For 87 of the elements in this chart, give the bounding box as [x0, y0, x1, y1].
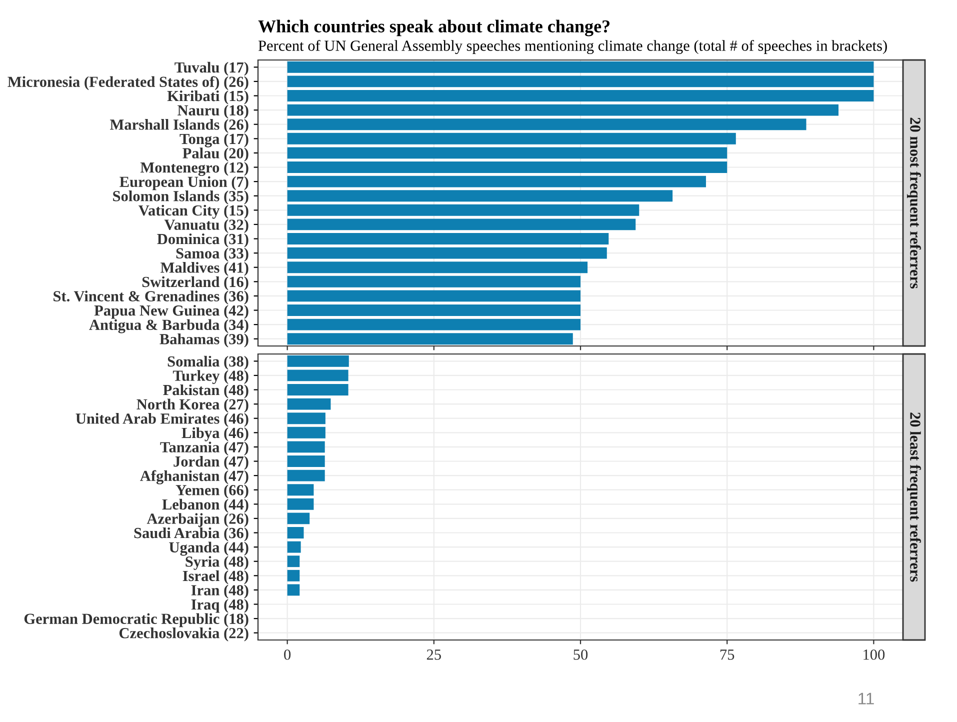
x-tick-label: 0	[284, 649, 291, 660]
y-tick-label: Papua New Guinea (42)	[94, 304, 248, 319]
bar	[287, 333, 573, 345]
y-tick-label: Somalia (38)	[168, 356, 248, 370]
bar	[287, 233, 609, 244]
y-tick-label: Switzerland (16)	[142, 276, 248, 290]
y-tick-label: Bahamas (39)	[160, 334, 248, 348]
text: 11	[858, 692, 874, 704]
y-tick-label: Pakistan (48)	[163, 384, 248, 398]
y-tick-label: Afghanistan (47)	[140, 470, 248, 484]
y-tick-label: Jordan (47)	[174, 456, 248, 470]
bar	[287, 412, 326, 424]
bar	[287, 61, 874, 73]
bar	[287, 355, 349, 367]
bar	[287, 570, 300, 582]
y-tick-label: Marshall Islands (26)	[110, 119, 248, 133]
bar	[287, 398, 331, 410]
bar	[287, 90, 874, 102]
y-tick-label: Syria (48)	[186, 556, 248, 570]
y-tick-label: Antigua & Barbuda (34)	[89, 319, 248, 334]
y-tick-label: Iran (48)	[191, 584, 248, 599]
bar	[287, 512, 310, 524]
bar	[287, 147, 728, 159]
y-tick-label: North Korea (27)	[136, 398, 248, 413]
bar	[287, 498, 314, 510]
bar	[287, 318, 580, 330]
y-tick-label: Tanzania (47)	[160, 442, 248, 456]
y-tick-label: Samoa (33)	[176, 248, 248, 262]
bar	[287, 204, 640, 216]
y-tick-label: Turkey (48)	[172, 370, 248, 384]
x-tick-label: 100	[864, 649, 885, 660]
y-tick-label: Montenegro (12)	[140, 162, 248, 176]
bar	[287, 304, 580, 316]
x-tick-label: 50	[574, 649, 588, 660]
y-tick-label: Libya (46)	[182, 427, 248, 442]
bar	[287, 384, 348, 396]
bar	[287, 162, 728, 173]
y-tick-label: Solomon Islands (35)	[113, 190, 248, 204]
y-tick-label: Dominica (31)	[157, 233, 248, 248]
y-tick-label: Uganda (44)	[169, 542, 248, 556]
bar	[287, 426, 326, 438]
y-tick-label: United Arab Emirates (46)	[76, 413, 248, 427]
bar	[287, 247, 607, 259]
y-tick-label: Lebanon (44)	[162, 498, 248, 513]
bar	[287, 484, 314, 496]
y-tick-label: Kiribati (15)	[167, 90, 248, 104]
bar	[287, 556, 300, 568]
bar	[287, 276, 580, 288]
y-tick-label: St. Vincent & Grenadines (36)	[54, 290, 248, 305]
bar	[287, 132, 736, 144]
y-tick-label: Iraq (48)	[191, 598, 248, 613]
y-tick-label: Yemen (66)	[176, 484, 248, 498]
y-tick-label: European Union (7)	[120, 176, 248, 190]
chart-title: Which countries speak about climate change?	[258, 20, 610, 36]
bar	[287, 218, 636, 230]
bar	[287, 441, 325, 453]
bar	[287, 456, 325, 467]
bar	[287, 176, 706, 188]
y-tick-label: German Democratic Republic (18)	[24, 613, 248, 628]
bar	[287, 370, 348, 382]
y-tick-label: Vatican City (15)	[138, 204, 248, 219]
y-tick-label: Nauru (18)	[178, 104, 248, 119]
bar	[287, 262, 588, 274]
x-tick-label: 25	[426, 650, 441, 660]
bar	[287, 470, 325, 482]
y-tick-label: Maldives (41)	[160, 262, 248, 276]
bar	[287, 104, 838, 116]
y-tick-label: Azerbaijan (26)	[146, 513, 248, 528]
chart-subtitle: Percent of UN General Assembly speeches mentioning climate change (total # of speeches in brackets)	[258, 40, 887, 54]
y-tick-label: Saudi Arabia (36)	[134, 527, 248, 542]
bar	[287, 527, 304, 538]
bar	[287, 290, 580, 302]
y-tick-label: Vanuatu (32)	[164, 219, 248, 234]
y-tick-label: Palau (20)	[182, 148, 248, 162]
bar	[287, 541, 301, 553]
bar	[287, 584, 300, 596]
bar	[287, 190, 673, 202]
y-tick-label: Micronesia (Federated States of) (26)	[8, 76, 248, 90]
y-tick-label: Tonga (17)	[180, 133, 248, 148]
y2-axis-title: 20 least frequent referrers	[906, 412, 922, 582]
bar	[287, 118, 806, 130]
y-tick-label: Czechoslovakia (22)	[119, 628, 248, 642]
y2-axis-title: 20 most frequent referrers	[906, 118, 922, 289]
y-tick-label: Israel (48)	[182, 570, 248, 584]
y-tick-label: Tuvalu (17)	[174, 62, 248, 76]
x-tick-label: 75	[720, 650, 734, 660]
bar	[287, 76, 874, 88]
